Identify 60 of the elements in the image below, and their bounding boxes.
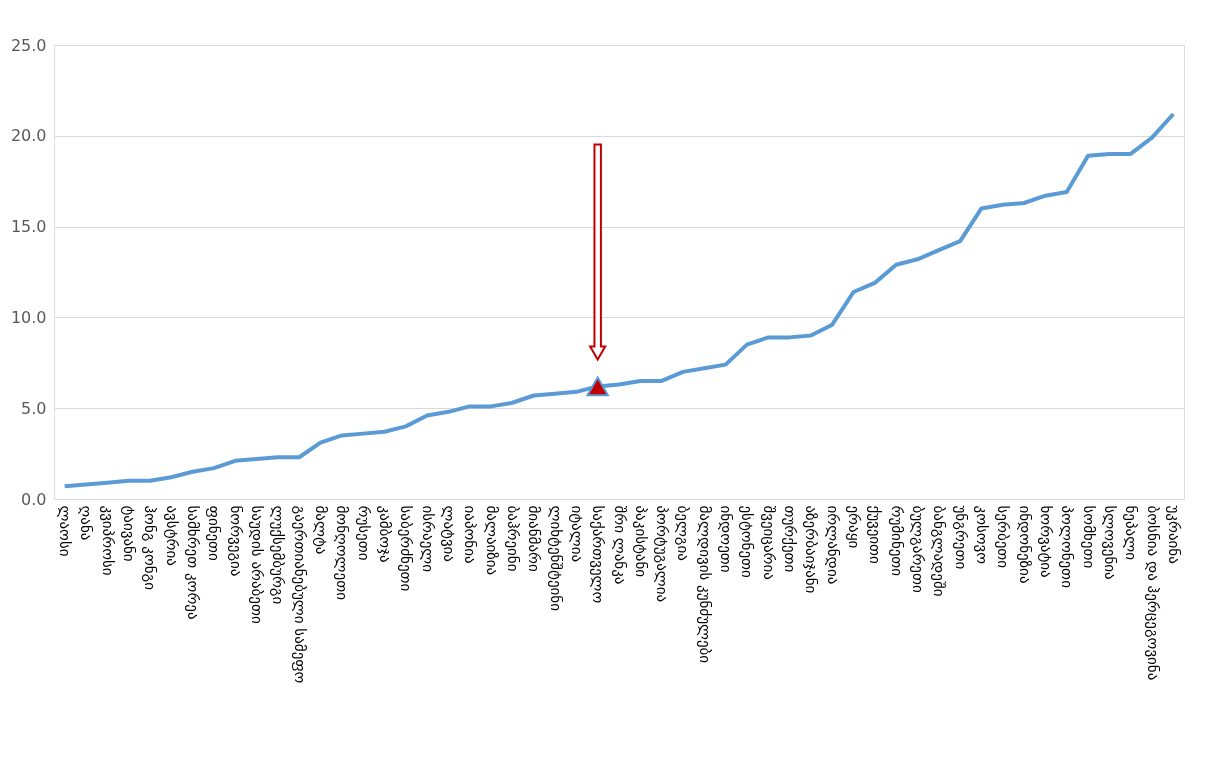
x-tick-label: კვიპროსი [98, 505, 117, 576]
x-tick-label: ლატვია [439, 505, 458, 562]
x-tick-label: მალაიზია [482, 505, 501, 576]
x-tick-label: ბაჰრეინი [503, 505, 522, 572]
x-tick-label: ხორვატია [1036, 505, 1055, 578]
x-tick-label: ინდონეზია [1015, 505, 1034, 584]
x-tick-label: ერაყი [845, 505, 864, 549]
x-tick-label: რუსეთი [354, 505, 373, 561]
x-tick-label: რუმინეთი [887, 505, 906, 577]
x-tick-label: ესტონეთი [738, 505, 757, 579]
x-tick-label: საქართველო [589, 505, 608, 604]
x-tick-label: ავსტრია [162, 505, 181, 566]
x-tick-label: იაპონია [461, 505, 480, 564]
x-tick-label: პორტუგალია [653, 505, 672, 603]
x-tick-label: მალდივის კუნძულები [695, 505, 714, 664]
x-tick-label: ისრაელი [418, 505, 437, 573]
x-tick-label: სამხრეთ კორეა [184, 505, 203, 620]
x-tick-label: ტაივანი [120, 505, 139, 562]
x-tick-label: გაერთიანებული სამეფო [290, 505, 309, 684]
x-tick-label: ლაოსი [56, 505, 75, 557]
x-tick-label: იტალია [567, 505, 586, 563]
x-tick-label: უნგრეთი [951, 505, 970, 570]
line-series [62, 112, 1176, 489]
x-tick-label: სერბეთი [994, 505, 1013, 569]
x-tick-label: საბერძნეთი [397, 505, 416, 592]
y-tick-label: 0.0 [21, 489, 47, 509]
x-tick-label: თურქეთი [781, 505, 800, 573]
y-tick-label: 15.0 [10, 217, 47, 237]
x-tick-label: ბელგია [674, 505, 693, 561]
x-tick-label: ნორვეგია [226, 505, 245, 577]
x-tick-label: მონღოლეთი [333, 505, 352, 601]
x-tick-label: მიანმარი [525, 505, 544, 572]
x-tick-label: ჰონგ კონგი [141, 505, 160, 591]
x-tick-label: შვეიცარია [759, 505, 778, 580]
x-tick-label: სლოვენია [1100, 505, 1119, 580]
y-tick-label: 5.0 [21, 398, 47, 418]
y-tick-label: 25.0 [10, 35, 47, 55]
x-tick-label: ფინეთი [205, 505, 224, 562]
x-tick-label: ირლანდია [823, 505, 842, 585]
x-tick-label: აზერბაიჯანი [802, 505, 821, 594]
x-tick-label: კამბოჯა [375, 505, 394, 563]
x-tick-label: ინდოეთი [717, 505, 736, 573]
x-tick-label: ბულგარეთი [908, 505, 927, 593]
x-tick-label: პოლონეთი [1058, 505, 1077, 589]
x-tick-label: სომხეთი [1079, 505, 1098, 569]
x-tick-label: უკრაინა [1164, 505, 1183, 564]
x-tick-label: ბანგლადეში [930, 505, 949, 597]
x-tick-label: ლუქსემბურგი [269, 505, 288, 605]
x-tick-label: ბოსნია და ჰერცეგოვინა [1143, 505, 1162, 681]
y-tick-label: 20.0 [10, 126, 47, 146]
x-tick-label: ნეპალი [1122, 505, 1141, 561]
x-tick-label: პაკისტანი [631, 505, 650, 578]
x-tick-label: შრი ლანკა [610, 505, 629, 585]
x-tick-label: ქუვეითი [866, 505, 885, 565]
x-tick-label: კოსოვო [972, 505, 991, 565]
x-tick-label: მალტა [312, 505, 331, 555]
y-tick-label: 10.0 [10, 307, 47, 327]
x-tick-label: ლიხტენშტეინი [546, 505, 565, 612]
x-tick-label: საუდის არაბეთი [248, 505, 267, 624]
x-tick-label: ღანა [77, 505, 96, 541]
